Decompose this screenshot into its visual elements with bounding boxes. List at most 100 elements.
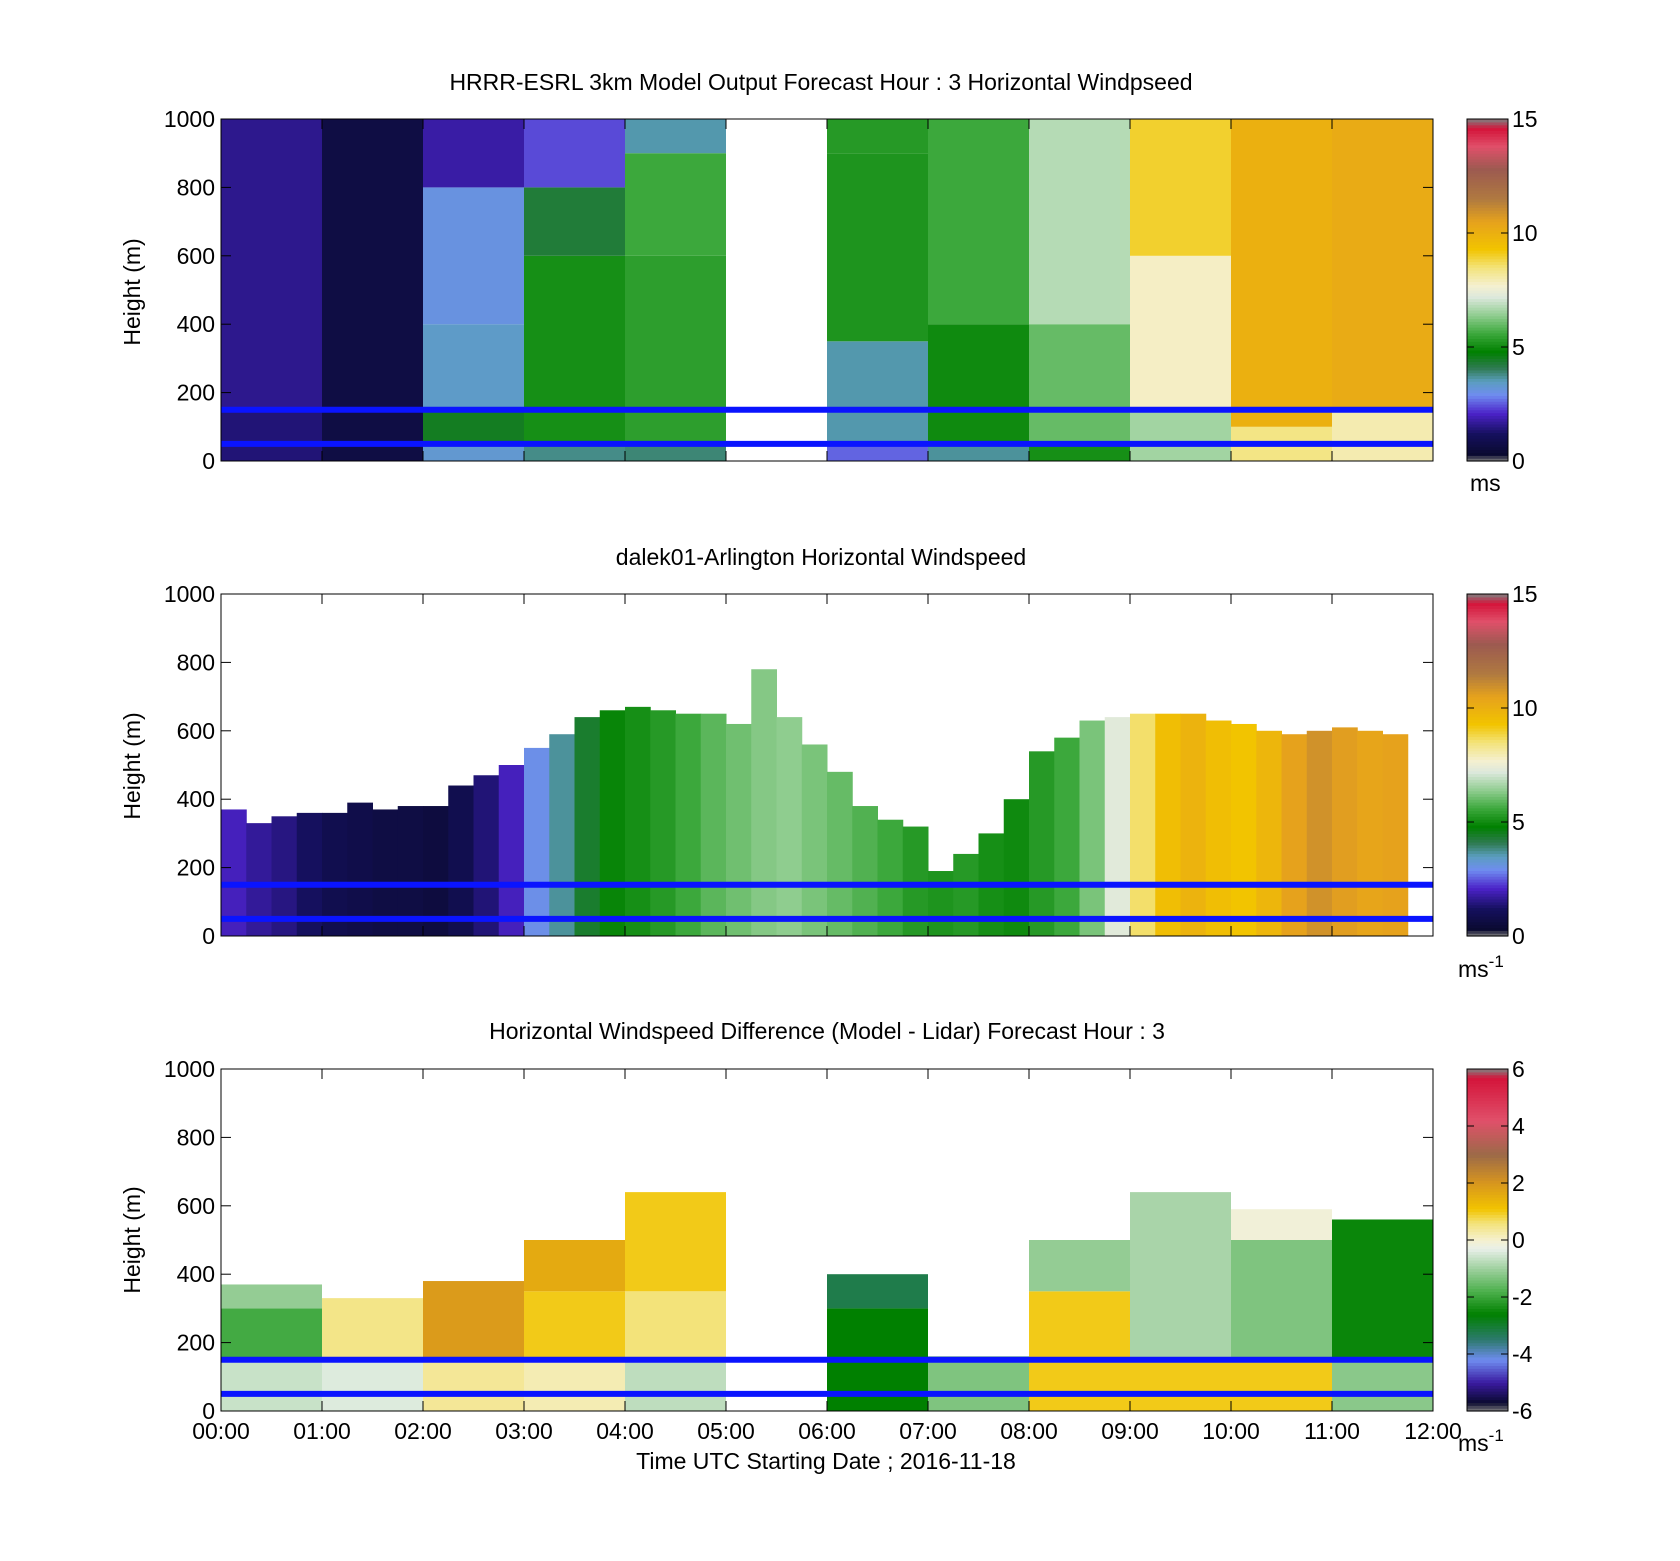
colorbar-swatch xyxy=(1467,190,1508,194)
colorbar-swatch xyxy=(1467,1285,1508,1290)
colorbar-swatch xyxy=(1467,130,1508,134)
colorbar-tick-label: 10 xyxy=(1512,695,1538,721)
colorbar-swatch xyxy=(1467,176,1508,180)
colorbar-swatch xyxy=(1467,1311,1508,1315)
colorbar-swatch xyxy=(1467,1373,1508,1378)
colorbar-swatch xyxy=(1467,787,1508,792)
colorbar-swatch xyxy=(1467,1191,1508,1195)
colorbar-swatch xyxy=(1467,372,1508,377)
colorbar-swatch xyxy=(1467,170,1508,174)
colorbar-swatch xyxy=(1467,215,1508,220)
colorbar-frame xyxy=(1466,118,1509,462)
colorbar-swatch xyxy=(1467,633,1508,638)
heatmap-cell xyxy=(625,255,726,444)
colorbar-tick-label: -6 xyxy=(1512,1398,1532,1424)
colorbar-swatch xyxy=(1467,307,1508,311)
colorbar-swatch xyxy=(1467,802,1508,806)
heatmap-cell xyxy=(1130,1192,1231,1360)
colorbar-swatch xyxy=(1467,1071,1508,1076)
panel-model: HRRR-ESRL 3km Model Output Forecast Hour… xyxy=(119,69,1538,496)
colorbar-swatch xyxy=(1467,596,1508,601)
colorbar-swatch xyxy=(1467,364,1508,368)
heatmap-cell xyxy=(1029,324,1130,444)
colorbar-swatch xyxy=(1467,796,1508,800)
colorbar-swatch xyxy=(1467,1228,1508,1233)
colorbar-swatch xyxy=(1467,1331,1508,1335)
y-tick-label: 200 xyxy=(177,855,215,881)
colorbar-swatch xyxy=(1467,881,1508,886)
colorbar-swatch xyxy=(1467,1399,1508,1404)
profile-column xyxy=(1256,730,1282,936)
colorbar-swatch xyxy=(1467,1299,1508,1304)
heatmap-cell xyxy=(928,324,1029,444)
y-tick-label: 1000 xyxy=(164,581,215,607)
profile-column xyxy=(1003,799,1030,936)
colorbar-swatch xyxy=(1467,639,1508,644)
colorbar-swatch xyxy=(1467,1069,1508,1073)
panel-model-ylabel: Height (m) xyxy=(119,238,145,345)
colorbar-swatch xyxy=(1467,1131,1508,1136)
colorbar-swatch xyxy=(1467,705,1508,709)
profile-column xyxy=(1332,727,1358,936)
colorbar-swatch xyxy=(1467,267,1508,271)
colorbar-swatch xyxy=(1467,1126,1508,1130)
colorbar-swatch xyxy=(1467,824,1508,829)
heatmap-cell xyxy=(524,119,625,188)
panel-lidar-colorbar-unit: ms-1 xyxy=(1458,952,1504,982)
heatmap-cell xyxy=(1130,409,1231,461)
colorbar-swatch xyxy=(1467,244,1508,248)
colorbar-swatch xyxy=(1467,605,1508,609)
colorbar-swatch xyxy=(1467,1396,1508,1401)
colorbar-swatch xyxy=(1467,1091,1508,1096)
x-tick-label: 02:00 xyxy=(394,1418,452,1444)
colorbar-swatch xyxy=(1467,608,1508,612)
colorbar-swatch xyxy=(1467,876,1508,880)
colorbar-swatch xyxy=(1467,1322,1508,1327)
colorbar-swatch xyxy=(1467,1382,1508,1386)
colorbar-swatch xyxy=(1467,1391,1508,1395)
colorbar-swatch xyxy=(1467,124,1508,129)
profile-column xyxy=(397,806,424,936)
colorbar-swatch xyxy=(1467,1143,1508,1147)
colorbar-swatch xyxy=(1467,594,1508,598)
x-tick-label: 10:00 xyxy=(1202,1418,1260,1444)
colorbar-swatch xyxy=(1467,1325,1508,1329)
x-tick-label: 03:00 xyxy=(495,1418,553,1444)
colorbar-swatch xyxy=(1467,816,1508,820)
colorbar-swatch xyxy=(1467,312,1508,317)
heatmap-cell xyxy=(1332,1359,1433,1411)
heatmap-cell xyxy=(1029,119,1130,325)
colorbar-swatch xyxy=(1467,1251,1508,1255)
colorbar-swatch xyxy=(1467,1265,1508,1270)
colorbar-swatch xyxy=(1467,255,1508,260)
x-tick-label: 08:00 xyxy=(1000,1418,1058,1444)
colorbar-swatch xyxy=(1467,750,1508,755)
heatmap-cell xyxy=(928,119,1029,325)
heatmap-cell xyxy=(625,1192,726,1292)
colorbar-swatch xyxy=(1467,1354,1508,1358)
colorbar-swatch xyxy=(1467,321,1508,325)
colorbar-swatch xyxy=(1467,184,1508,188)
colorbar-swatch xyxy=(1467,287,1508,291)
colorbar-swatch xyxy=(1467,290,1508,294)
y-tick-label: 800 xyxy=(177,174,215,200)
colorbar-swatch xyxy=(1467,441,1508,445)
profile-column xyxy=(599,710,626,936)
colorbar-tick-label: 0 xyxy=(1512,448,1525,474)
colorbar-swatch xyxy=(1467,1316,1508,1321)
heatmap-cell xyxy=(423,324,524,410)
y-tick-label: 400 xyxy=(177,311,215,337)
colorbar-swatch xyxy=(1467,449,1508,454)
colorbar-swatch xyxy=(1467,233,1508,237)
panel-diff-colorbar: -6 -4 -2 0 2 4 6 xyxy=(1466,1056,1533,1424)
colorbar-swatch xyxy=(1467,799,1508,803)
colorbar-swatch xyxy=(1467,642,1508,646)
colorbar-swatch xyxy=(1467,1254,1508,1258)
colorbar-swatch xyxy=(1467,1088,1508,1093)
colorbar-swatch xyxy=(1467,153,1508,157)
heatmap-cell xyxy=(928,1356,1029,1411)
colorbar-swatch xyxy=(1467,1163,1508,1167)
colorbar-swatch xyxy=(1467,1120,1508,1124)
colorbar-swatch xyxy=(1467,873,1508,877)
